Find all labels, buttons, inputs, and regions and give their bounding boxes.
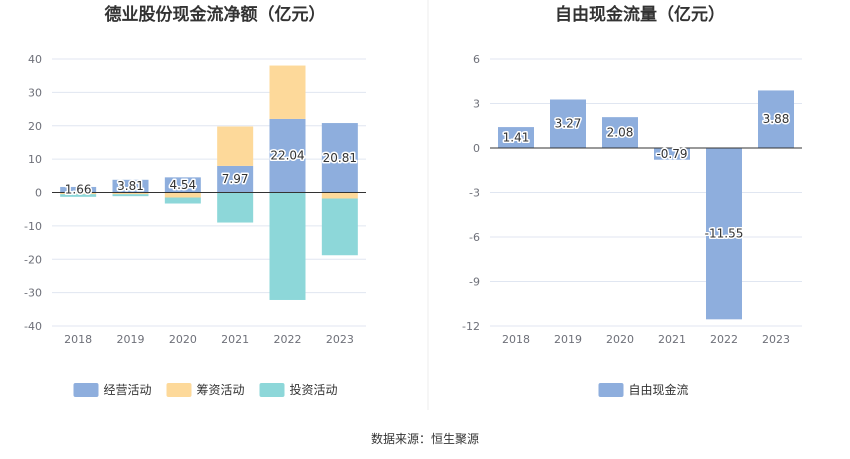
left-chart-plot: 40 30 20 10 0 -10 -20 -30 -40 2018 2019 2020 2021 202…: [24, 53, 366, 397]
bar-自由现金流: [706, 148, 742, 320]
bar-投资活动: [269, 192, 306, 300]
x-tick-label: 2023: [762, 333, 790, 346]
bar-自由现金流: [602, 117, 638, 148]
data-label: 1.66: [65, 183, 92, 197]
bar-筹资活动: [321, 192, 358, 199]
y-tick-label: -20: [24, 253, 42, 266]
bar-自由现金流: [654, 148, 690, 160]
x-tick-label: 2022: [710, 333, 738, 346]
bar-自由现金流: [758, 90, 794, 148]
right-chart-title: 自由现金流量（亿元）: [555, 4, 725, 25]
bar-投资活动: [60, 194, 97, 197]
y-tick-label: 3: [473, 98, 480, 111]
y-tick-label: -9: [469, 276, 480, 289]
data-label: 4.54: [169, 178, 196, 192]
bar-投资活动: [217, 192, 254, 223]
bar-筹资活动: [217, 126, 254, 166]
x-tick-label: 2020: [169, 333, 197, 346]
y-tick-label: 20: [28, 120, 42, 133]
legend-swatch: [166, 383, 192, 397]
y-tick-label: -3: [469, 187, 480, 200]
legend-label: 投资活动: [290, 382, 338, 397]
data-label: 22.04: [270, 149, 304, 163]
legend-label: 筹资活动: [197, 383, 245, 397]
right-chart-plot: 6 3 0 -3 -6 -9 -12 2018 2019 2020 2021 2022 2023 1.41…: [462, 53, 802, 397]
x-tick-label: 2018: [502, 333, 530, 346]
y-tick-label: -10: [24, 220, 42, 233]
x-tick-label: 2021: [221, 333, 249, 346]
bar-经营活动: [269, 118, 306, 193]
bar-筹资活动: [269, 65, 306, 119]
data-label: -11.55: [705, 227, 744, 241]
data-label: 3.27: [555, 117, 582, 131]
y-tick-label: -30: [24, 287, 42, 300]
legend-label: 经营活动: [104, 383, 152, 397]
bar-投资活动: [321, 198, 358, 256]
bar-筹资活动: [112, 192, 149, 195]
x-tick-label: 2021: [658, 333, 686, 346]
data-label: 3.81: [117, 179, 144, 193]
data-source: 数据来源：恒生聚源: [371, 431, 479, 446]
bar-经营活动: [60, 186, 97, 193]
data-label: -0.79: [656, 147, 687, 161]
y-tick-label: -12: [462, 320, 480, 333]
y-tick-label: 40: [28, 53, 42, 66]
data-label: 2.08: [607, 126, 634, 140]
bar-经营活动: [321, 123, 358, 193]
x-tick-label: 2018: [64, 333, 92, 346]
legend-swatch: [598, 383, 624, 397]
bar-筹资活动: [164, 192, 201, 198]
data-label: 7.97: [222, 172, 249, 186]
x-tick-label: 2020: [606, 333, 634, 346]
y-tick-label: 0: [473, 142, 480, 155]
bar-经营活动: [217, 165, 254, 193]
bar-投资活动: [164, 197, 201, 204]
bar-经营活动: [112, 179, 149, 193]
bar-经营活动: [164, 177, 201, 193]
data-label: 1.41: [503, 131, 530, 145]
y-tick-label: -40: [24, 320, 42, 333]
x-tick-label: 2019: [554, 333, 582, 346]
y-tick-label: 10: [28, 153, 42, 166]
y-tick-label: -6: [469, 231, 480, 244]
legend-label: 自由现金流: [629, 382, 689, 397]
x-tick-label: 2022: [274, 333, 302, 346]
x-tick-label: 2023: [326, 333, 354, 346]
data-label: 20.81: [323, 151, 357, 165]
bar-筹资活动: [60, 192, 97, 195]
bar-自由现金流: [498, 127, 534, 148]
legend-swatch: [259, 383, 285, 397]
x-tick-label: 2019: [117, 333, 145, 346]
y-tick-label: 30: [28, 86, 42, 99]
legend-swatch: [73, 383, 99, 397]
left-chart-title: 德业股份现金流净额（亿元）: [105, 4, 326, 25]
data-label: 3.88: [763, 112, 790, 126]
y-tick-label: 0: [35, 187, 42, 200]
y-tick-label: 6: [473, 53, 480, 66]
bar-投资活动: [112, 194, 149, 197]
bar-自由现金流: [550, 99, 586, 148]
